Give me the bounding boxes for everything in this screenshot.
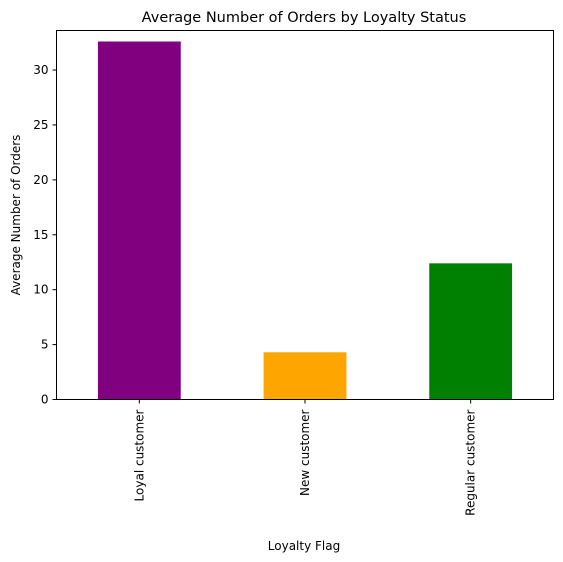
y-tick-label: 15 (33, 228, 48, 242)
y-axis-label: Average Number of Orders (9, 135, 23, 296)
bar-new-customer (263, 352, 347, 400)
x-tick-label: Loyal customer (132, 409, 146, 501)
chart-title: Average Number of Orders by Loyalty Stat… (142, 10, 467, 26)
x-tick-label: Regular customer (464, 409, 478, 515)
y-axis: 0 5 10 15 20 25 30 (33, 63, 57, 407)
x-axis-label: Loyalty Flag (268, 539, 340, 553)
y-tick-label: 30 (33, 63, 48, 77)
bar-loyal-customer (97, 41, 181, 400)
y-tick-label: 20 (33, 173, 48, 187)
y-tick-label: 10 (33, 283, 48, 297)
bar-regular-customer (429, 263, 513, 400)
y-tick-label: 5 (41, 338, 49, 352)
plot-frame (56, 30, 554, 400)
y-tick-label: 0 (41, 393, 49, 407)
bars-group (97, 41, 513, 400)
x-tick-label: New customer (298, 409, 312, 496)
y-tick-label: 25 (33, 118, 48, 132)
x-axis: Loyal customer New customer Regular custom… (132, 399, 478, 516)
